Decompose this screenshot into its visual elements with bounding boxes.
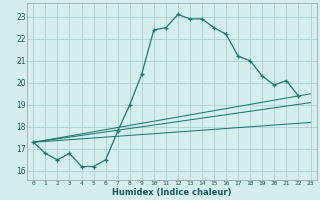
X-axis label: Humidex (Indice chaleur): Humidex (Indice chaleur) xyxy=(112,188,232,197)
